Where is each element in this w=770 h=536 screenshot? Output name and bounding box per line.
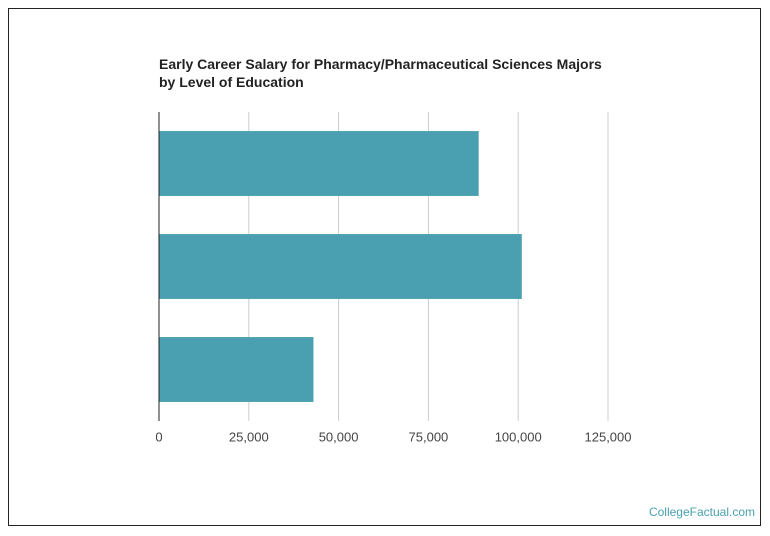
x-tick-label: 100,000 — [495, 429, 542, 444]
x-tick-label: 0 — [155, 429, 162, 444]
chart-title: Early Career Salary for Pharmacy/Pharmac… — [159, 56, 602, 90]
frame — [8, 8, 761, 526]
watermark: CollegeFactual.com — [649, 505, 755, 519]
x-tick-label: 25,000 — [229, 429, 269, 444]
x-tick-label: 75,000 — [409, 429, 449, 444]
bar — [159, 337, 314, 402]
bar — [159, 234, 522, 299]
x-tick-label: 50,000 — [319, 429, 359, 444]
bar — [159, 131, 479, 196]
x-tick-label: 125,000 — [585, 429, 632, 444]
